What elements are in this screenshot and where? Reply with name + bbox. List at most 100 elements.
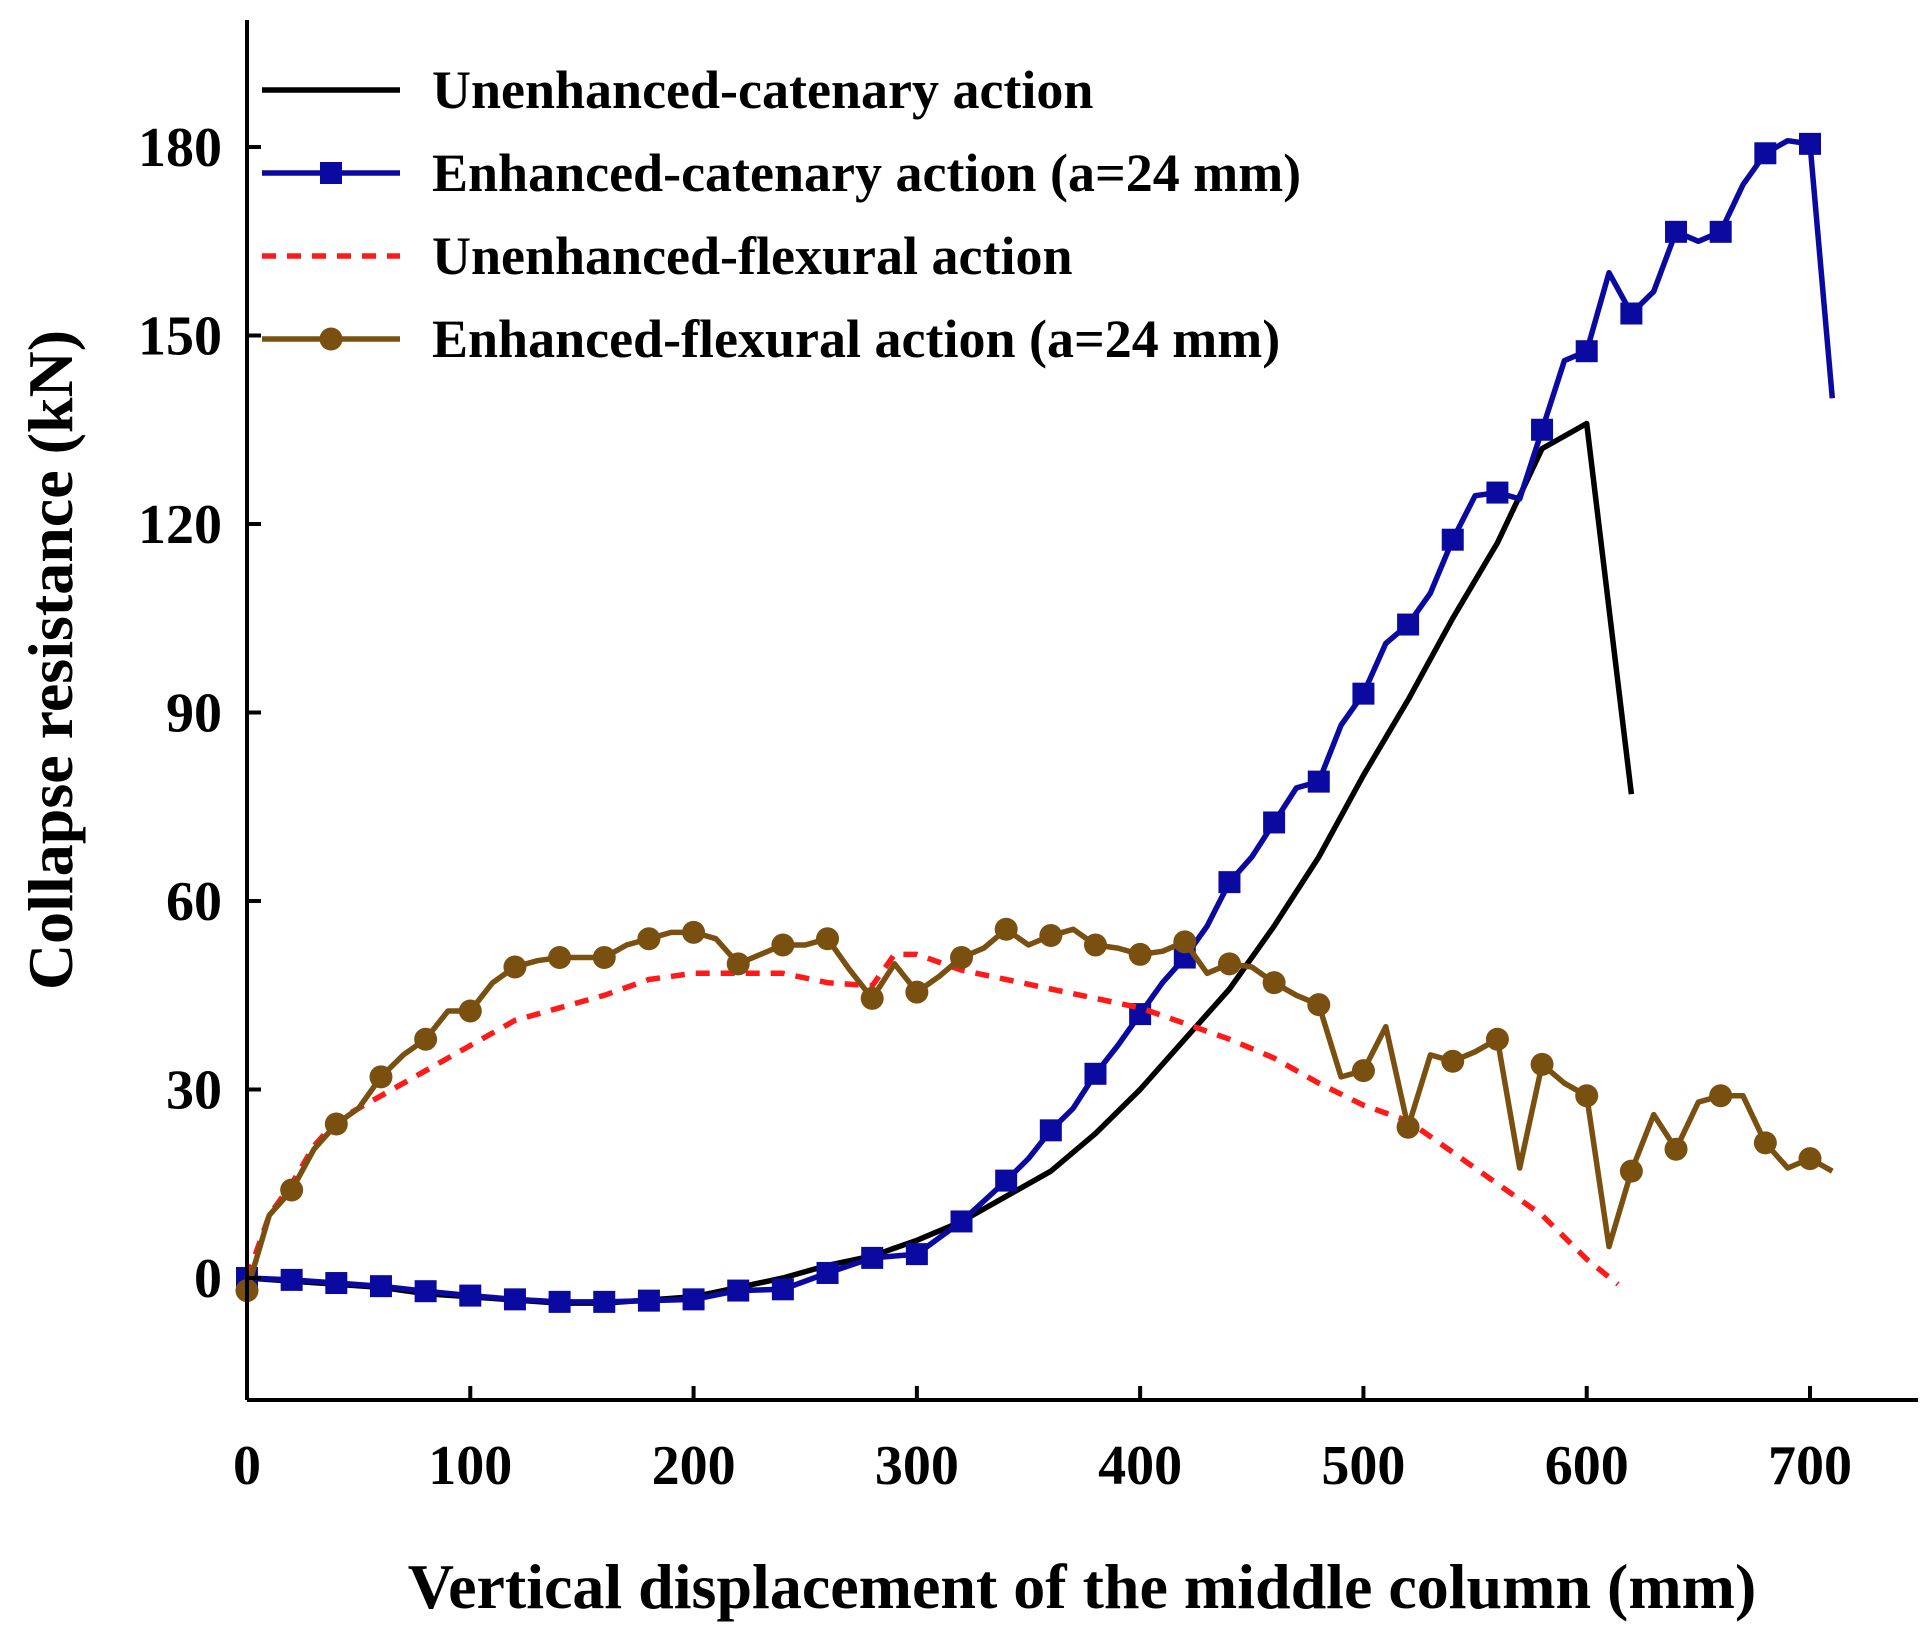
data-point-enhanced-flexural-action-a-24-mm bbox=[1441, 1049, 1465, 1073]
legend-label: Unenhanced-catenary action bbox=[432, 60, 1093, 120]
data-point-enhanced-flexural-action-a-24-mm bbox=[905, 980, 929, 1004]
data-point-enhanced-catenary-action-a-24-mm bbox=[1754, 142, 1777, 165]
x-tick-label: 200 bbox=[652, 1435, 736, 1497]
data-point-enhanced-flexural-action-a-24-mm bbox=[369, 1065, 393, 1089]
legend-item-enhanced-catenary-action-a-24-mm: Enhanced-catenary action (a=24 mm) bbox=[262, 143, 1301, 203]
x-tick-label: 0 bbox=[233, 1435, 261, 1497]
data-point-enhanced-catenary-action-a-24-mm bbox=[1352, 682, 1375, 705]
data-point-enhanced-flexural-action-a-24-mm bbox=[950, 946, 974, 970]
y-tick-label: 60 bbox=[166, 871, 222, 933]
x-tick-label: 700 bbox=[1768, 1435, 1852, 1497]
data-point-enhanced-flexural-action-a-24-mm bbox=[458, 999, 482, 1023]
data-point-enhanced-flexural-action-a-24-mm bbox=[682, 920, 706, 944]
data-point-enhanced-catenary-action-a-24-mm bbox=[637, 1289, 660, 1312]
data-point-enhanced-flexural-action-a-24-mm bbox=[1351, 1059, 1375, 1083]
data-point-enhanced-catenary-action-a-24-mm bbox=[861, 1246, 884, 1269]
data-point-enhanced-flexural-action-a-24-mm bbox=[1619, 1159, 1643, 1183]
data-point-enhanced-flexural-action-a-24-mm bbox=[1753, 1131, 1777, 1155]
data-point-enhanced-flexural-action-a-24-mm bbox=[1262, 971, 1286, 995]
data-point-enhanced-catenary-action-a-24-mm bbox=[1665, 220, 1688, 243]
data-point-enhanced-flexural-action-a-24-mm bbox=[1039, 924, 1063, 948]
legend-item-unenhanced-flexural-action: Unenhanced-flexural action bbox=[262, 226, 1073, 286]
data-point-enhanced-flexural-action-a-24-mm bbox=[414, 1027, 438, 1051]
data-point-enhanced-catenary-action-a-24-mm bbox=[1620, 302, 1643, 325]
series-enhanced-flexural-action-a-24-mm bbox=[235, 917, 1834, 1303]
data-point-enhanced-flexural-action-a-24-mm bbox=[324, 1112, 348, 1136]
data-point-enhanced-catenary-action-a-24-mm bbox=[1263, 811, 1286, 834]
data-point-enhanced-flexural-action-a-24-mm bbox=[1217, 952, 1241, 976]
data-point-enhanced-catenary-action-a-24-mm bbox=[1799, 132, 1821, 155]
data-point-enhanced-catenary-action-a-24-mm bbox=[1218, 871, 1241, 894]
legend-label: Enhanced-catenary action (a=24 mm) bbox=[432, 143, 1301, 203]
data-point-enhanced-flexural-action-a-24-mm bbox=[816, 927, 840, 951]
data-point-enhanced-flexural-action-a-24-mm bbox=[1173, 930, 1197, 954]
series-unenhanced-catenary-action bbox=[246, 420, 1635, 1306]
y-tick-label: 0 bbox=[194, 1248, 222, 1310]
legend-label: Enhanced-flexural action (a=24 mm) bbox=[432, 309, 1280, 369]
data-point-enhanced-flexural-action-a-24-mm bbox=[860, 986, 884, 1010]
legend-item-unenhanced-catenary-action: Unenhanced-catenary action bbox=[262, 60, 1093, 120]
data-point-enhanced-catenary-action-a-24-mm bbox=[1307, 770, 1330, 793]
data-point-enhanced-catenary-action-a-24-mm bbox=[459, 1284, 482, 1307]
series-unenhanced-flexural-action bbox=[244, 951, 1620, 1287]
data-point-enhanced-flexural-action-a-24-mm bbox=[1485, 1027, 1509, 1051]
data-point-enhanced-catenary-action-a-24-mm bbox=[280, 1268, 303, 1291]
legend: Unenhanced-catenary action Enhanced-caten… bbox=[262, 60, 1301, 369]
series-line-unenhanced-flexural-action bbox=[244, 951, 1620, 1287]
data-point-enhanced-flexural-action-a-24-mm bbox=[1575, 1084, 1599, 1108]
data-point-enhanced-catenary-action-a-24-mm bbox=[816, 1261, 839, 1284]
x-axis-title: Vertical displacement of the middle colu… bbox=[408, 1551, 1757, 1622]
data-point-enhanced-flexural-action-a-24-mm bbox=[1307, 993, 1331, 1017]
data-point-enhanced-catenary-action-a-24-mm bbox=[503, 1288, 526, 1311]
data-point-enhanced-flexural-action-a-24-mm bbox=[592, 946, 616, 970]
data-point-enhanced-flexural-action-a-24-mm bbox=[726, 952, 750, 976]
x-tick-label: 600 bbox=[1545, 1435, 1629, 1497]
data-point-enhanced-flexural-action-a-24-mm bbox=[637, 927, 661, 951]
data-point-enhanced-catenary-action-a-24-mm bbox=[1575, 340, 1598, 363]
data-point-enhanced-catenary-action-a-24-mm bbox=[369, 1275, 392, 1298]
data-point-enhanced-flexural-action-a-24-mm bbox=[280, 1178, 304, 1202]
legend-label: Unenhanced-flexural action bbox=[432, 226, 1073, 286]
data-point-enhanced-catenary-action-a-24-mm bbox=[950, 1210, 973, 1233]
data-point-enhanced-catenary-action-a-24-mm bbox=[1397, 613, 1420, 636]
axes bbox=[245, 20, 1918, 1402]
series-line-unenhanced-catenary-action bbox=[246, 420, 1635, 1306]
data-point-enhanced-catenary-action-a-24-mm bbox=[1531, 418, 1554, 441]
data-point-enhanced-catenary-action-a-24-mm bbox=[414, 1280, 437, 1303]
data-point-enhanced-flexural-action-a-24-mm bbox=[1664, 1137, 1688, 1161]
data-point-enhanced-flexural-action-a-24-mm bbox=[1709, 1084, 1733, 1108]
legend-marker bbox=[319, 327, 343, 351]
data-point-enhanced-flexural-action-a-24-mm bbox=[1530, 1052, 1554, 1076]
data-point-enhanced-catenary-action-a-24-mm bbox=[593, 1290, 616, 1313]
y-tick-label: 180 bbox=[138, 117, 222, 179]
data-point-enhanced-catenary-action-a-24-mm bbox=[1441, 528, 1464, 551]
data-point-enhanced-catenary-action-a-24-mm bbox=[682, 1288, 705, 1311]
data-point-enhanced-flexural-action-a-24-mm bbox=[1798, 1147, 1822, 1171]
x-tick-label: 500 bbox=[1321, 1435, 1405, 1497]
data-point-enhanced-catenary-action-a-24-mm bbox=[1486, 481, 1509, 504]
data-point-enhanced-flexural-action-a-24-mm bbox=[994, 917, 1018, 941]
legend-item-enhanced-flexural-action-a-24-mm: Enhanced-flexural action (a=24 mm) bbox=[262, 309, 1280, 369]
data-point-enhanced-flexural-action-a-24-mm bbox=[503, 955, 527, 979]
data-point-enhanced-catenary-action-a-24-mm bbox=[548, 1290, 571, 1313]
data-point-enhanced-flexural-action-a-24-mm bbox=[1128, 942, 1152, 966]
data-point-enhanced-catenary-action-a-24-mm bbox=[1084, 1062, 1107, 1085]
series-line-enhanced-flexural-action-a-24-mm bbox=[244, 926, 1834, 1292]
data-point-enhanced-flexural-action-a-24-mm bbox=[548, 946, 572, 970]
y-tick-label: 30 bbox=[166, 1060, 222, 1122]
y-tick-label: 150 bbox=[138, 306, 222, 368]
x-tick-label: 400 bbox=[1098, 1435, 1182, 1497]
data-point-enhanced-catenary-action-a-24-mm bbox=[995, 1169, 1018, 1192]
y-tick-label: 120 bbox=[138, 494, 222, 556]
ticks: 0 100 200 300 400 500 600 700 0 30 60 90 120 150 180 bbox=[138, 117, 1852, 1497]
data-point-enhanced-catenary-action-a-24-mm bbox=[1039, 1119, 1062, 1142]
x-tick-label: 300 bbox=[875, 1435, 959, 1497]
data-point-enhanced-catenary-action-a-24-mm bbox=[727, 1279, 750, 1302]
data-point-enhanced-catenary-action-a-24-mm bbox=[1709, 220, 1732, 243]
legend-marker bbox=[320, 162, 342, 184]
data-point-enhanced-flexural-action-a-24-mm bbox=[1083, 933, 1107, 957]
y-axis-title: Collapse resistance (kN) bbox=[15, 330, 86, 990]
data-point-enhanced-catenary-action-a-24-mm bbox=[905, 1243, 928, 1266]
data-point-enhanced-flexural-action-a-24-mm bbox=[771, 933, 795, 957]
